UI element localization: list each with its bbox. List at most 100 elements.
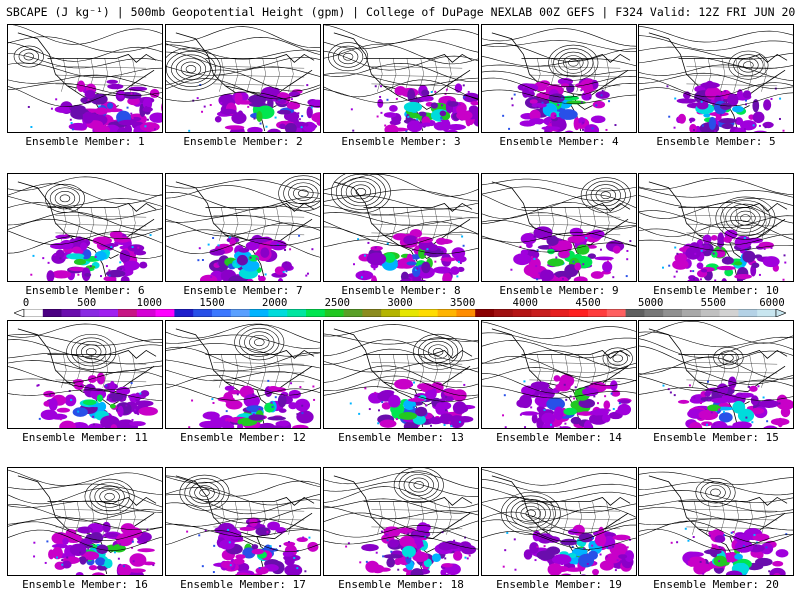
ensemble-member-panel [481,173,637,282]
member-caption: Ensemble Member: 6 [25,284,145,297]
colorbar-segment [362,309,382,317]
member-caption: Ensemble Member: 19 [496,578,622,591]
colorbar-segment [268,309,288,317]
colorbar-segment [99,309,119,317]
colorbar-segment [155,309,175,317]
member-map [324,25,478,132]
cape-shading [510,226,632,281]
member-map [324,468,478,575]
height-contours [324,25,478,104]
colorbar-segment [682,309,702,317]
colorbar-segment [606,309,626,317]
colorbar-segment [418,309,438,317]
height-contours [482,321,636,399]
member-map [8,176,162,281]
colorbar-segment [738,309,758,317]
ensemble-member-panel [7,24,163,133]
member-caption: Ensemble Member: 17 [180,578,306,591]
colorbar-segment [757,309,777,317]
colorbar-segment [230,309,250,317]
height-contours [166,473,320,552]
sbcape-colorbar: 0 500 1000 1500 2000 2500 3000 3500 4000 4500 5000… [0,297,800,319]
cape-shading [670,527,789,575]
colorbar-tick-label: 2000 [262,297,288,309]
map-title: SBCAPE (J kg⁻¹) | 500mb Geopotential Hei… [6,5,800,19]
height-contours [166,26,320,107]
ensemble-member-panel [323,320,479,429]
member-map [166,323,320,428]
height-contours [166,175,320,258]
cape-shading [27,79,162,132]
member-caption: Ensemble Member: 12 [180,431,306,444]
cape-shading [502,78,617,132]
height-contours [8,323,162,401]
colorbar-segment [550,309,570,317]
colorbar-tick-label: 6000 [759,297,785,309]
colorbar-tick-label: 500 [77,297,97,309]
cape-shading [188,83,320,132]
member-caption: Ensemble Member: 8 [341,284,461,297]
ensemble-member-panel [165,173,321,282]
height-contours [639,177,793,252]
member-caption: Ensemble Member: 16 [22,578,148,591]
state-lines [529,501,621,535]
member-map [8,469,162,575]
colorbar-segment [306,309,326,317]
cape-shading [186,517,319,575]
ensemble-member-panel [7,320,163,429]
colorbar-segment [475,309,495,317]
member-caption: Ensemble Member: 1 [25,135,145,148]
member-caption: Ensemble Member: 5 [656,135,776,148]
colorbar-segment [381,309,401,317]
colorbar-segment [400,309,420,317]
member-caption: Ensemble Member: 11 [22,431,148,444]
member-caption: Ensemble Member: 13 [338,431,464,444]
member-caption: Ensemble Member: 15 [653,431,779,444]
ensemble-member-panel [323,24,479,133]
ensemble-member-panel [165,320,321,429]
state-lines [686,354,778,388]
cape-shading [666,80,785,132]
member-map [482,321,636,428]
member-caption: Ensemble Member: 7 [183,284,303,297]
height-contours [639,321,793,401]
height-contours [8,25,162,107]
cape-shading [502,374,632,428]
colorbar-segment [42,309,62,317]
height-contours [8,469,162,551]
member-map [482,469,636,575]
ensemble-member-panel [481,24,637,133]
member-caption: Ensemble Member: 4 [499,135,619,148]
height-contours [482,28,636,104]
colorbar-segment [324,309,344,317]
ensemble-member-panel [7,467,163,576]
height-contours [639,471,793,551]
height-contours [482,469,636,550]
colorbar-segment [644,309,664,317]
member-map [639,25,793,132]
member-caption: Ensemble Member: 14 [496,431,622,444]
ensemble-member-panel [638,467,794,576]
cape-shading [662,376,793,428]
member-caption: Ensemble Member: 20 [653,578,779,591]
member-caption: Ensemble Member: 2 [183,135,303,148]
height-contours [482,177,636,253]
colorbar-segment [80,309,100,317]
member-map [482,28,636,132]
ensemble-member-panel [638,24,794,133]
colorbar-tick-label: 4500 [575,297,601,309]
cape-shading [30,230,152,281]
height-contours [8,176,162,259]
member-caption: Ensemble Member: 9 [499,284,619,297]
colorbar-segment [569,309,589,317]
member-map [639,177,793,281]
colorbar-segment [700,309,720,317]
member-caption: Ensemble Member: 18 [338,578,464,591]
colorbar-segment [118,309,138,317]
ensemble-member-panel [165,24,321,133]
member-map [482,177,636,281]
colorbar-tick-label: 4000 [512,297,538,309]
colorbar-segment [663,309,683,317]
colorbar-segment [193,309,213,317]
cape-shading [502,524,635,575]
